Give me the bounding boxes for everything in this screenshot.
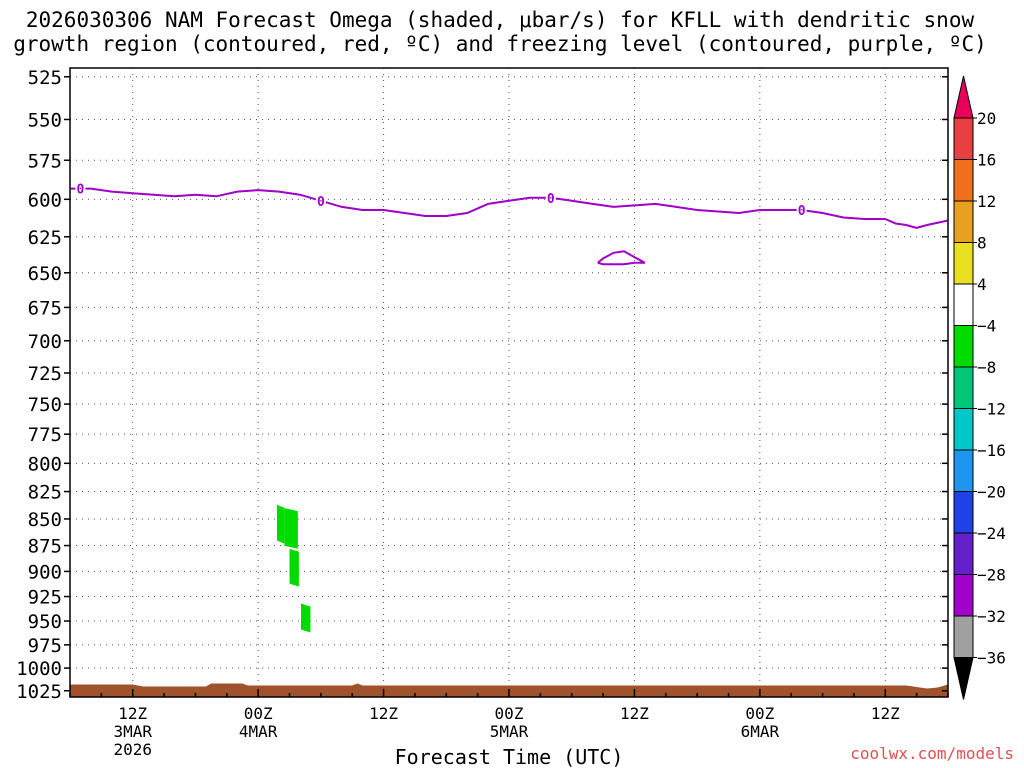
y-tick-label: 975 (28, 635, 62, 657)
x-tick-label: 12Z (871, 704, 900, 723)
title-line-2: growth region (contoured, red, ºC) and f… (13, 32, 987, 56)
freezing-level-closed-contour (597, 250, 646, 266)
colorbar-segment (953, 200, 974, 243)
colorbar-segment (953, 325, 974, 368)
colorbar-label: −4 (977, 317, 996, 336)
colorbar-bottom-arrow (953, 657, 974, 700)
omega-region (289, 548, 299, 587)
colorbar-segment (953, 283, 974, 326)
y-tick-label: 850 (28, 509, 62, 531)
colorbar-label: 8 (977, 234, 987, 253)
y-tick-label: 625 (28, 227, 62, 249)
colorbar-label: −36 (977, 649, 1006, 668)
chart-title: 2026030306 NAM Forecast Omega (shaded, μ… (0, 8, 1000, 56)
colorbar-segment (953, 574, 974, 617)
y-tick-label: 650 (28, 263, 62, 285)
colorbar-label: −16 (977, 441, 1006, 460)
y-tick-label: 875 (28, 536, 62, 558)
y-tick-label: 950 (28, 611, 62, 633)
colorbar-label: 4 (977, 275, 987, 294)
y-tick-label: 900 (28, 561, 62, 583)
x-tick-label: 5MAR (490, 722, 529, 741)
colorbar-label: 20 (977, 109, 996, 128)
y-tick-label: 1025 (16, 681, 62, 703)
y-tick-label: 725 (28, 363, 62, 385)
contour-label-bg (545, 190, 556, 205)
colorbar-segment (953, 491, 974, 534)
plot-background (70, 68, 948, 697)
colorbar-label: −32 (977, 607, 1006, 626)
colorbar-label: 12 (977, 192, 996, 211)
y-tick-label: 600 (28, 189, 62, 211)
colorbar-label: −24 (977, 524, 1006, 543)
colorbar-label: −12 (977, 400, 1006, 419)
contour-label-bg (796, 202, 807, 217)
title-line-1: 2026030306 NAM Forecast Omega (shaded, μ… (25, 8, 975, 32)
omega-region (300, 603, 311, 633)
colorbar-segment (953, 408, 974, 451)
y-tick-label: 775 (28, 424, 62, 446)
colorbar-segment (953, 159, 974, 202)
x-tick-label: 12Z (118, 704, 147, 723)
contour-label-bg (645, 258, 656, 265)
colorbar-segment (953, 532, 974, 575)
freezing-level-contour: 0 0 0 0 (70, 181, 949, 266)
contour-label-bg (315, 193, 326, 208)
y-tick-label: 925 (28, 587, 62, 609)
colorbar-top-arrow (953, 75, 974, 119)
colorbar-label: −20 (977, 483, 1006, 502)
contour-label: 0 (547, 192, 555, 207)
colorbar-label: −28 (977, 566, 1006, 585)
freezing-level-line (70, 187, 949, 229)
colorbar-label: 16 (977, 151, 996, 170)
y-tick-label: 700 (28, 331, 62, 353)
x-tick-label: 2026 (113, 740, 152, 759)
x-axis-label: Forecast Time (UTC) (395, 745, 624, 768)
y-axis: 525 550 575 600 625 650 675 700 725 750 775 800 825 8… (16, 67, 948, 703)
y-tick-label: 825 (28, 482, 62, 504)
y-tick-label: 750 (28, 394, 62, 416)
omega-region (276, 504, 285, 544)
y-tick-label: 575 (28, 150, 62, 172)
x-tick-label: 00Z (495, 704, 524, 723)
contour-label: 0 (798, 204, 806, 219)
x-tick-label: 12Z (620, 704, 649, 723)
y-tick-label: 675 (28, 297, 62, 319)
x-tick-label: 00Z (244, 704, 273, 723)
plot-area (70, 68, 948, 697)
colorbar-segment (953, 449, 974, 492)
colorbar-segment (953, 117, 974, 160)
colorbar-label: −8 (977, 358, 996, 377)
colorbar-segment (953, 615, 974, 658)
omega-shading (276, 504, 311, 633)
omega-region (284, 508, 298, 549)
x-tick-label: 3MAR (113, 722, 152, 741)
y-tick-label: 800 (28, 453, 62, 475)
x-tick-label: 12Z (369, 704, 398, 723)
y-tick-label: 550 (28, 109, 62, 131)
contour-label-bg (75, 181, 86, 196)
colorbar: 20 16 12 8 4 −4 −8 −12 −16 −20 −24 −28 −32 −36 (953, 75, 1006, 700)
x-tick-label: 00Z (745, 704, 774, 723)
colorbar-segment (953, 366, 974, 409)
x-tick-label: 6MAR (741, 722, 780, 741)
x-tick-label: 4MAR (239, 722, 278, 741)
y-tick-label: 525 (28, 67, 62, 89)
watermark: coolwx.com/models (850, 744, 1014, 763)
contour-label: 0 (77, 183, 85, 198)
contour-label: 0 (317, 195, 325, 210)
grid-lines (70, 68, 948, 697)
colorbar-segment (953, 242, 974, 285)
y-tick-label: 1000 (16, 658, 62, 680)
